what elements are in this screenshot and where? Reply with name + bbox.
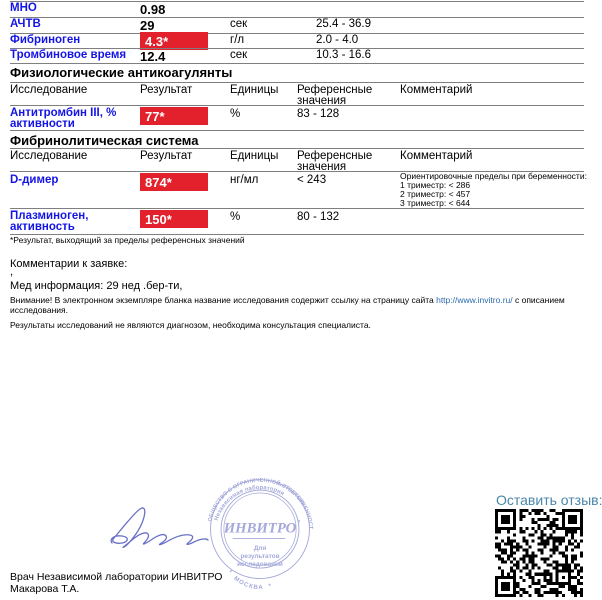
svg-text:Независимая лаборатория: Независимая лаборатория bbox=[214, 484, 286, 521]
svg-text:Для: Для bbox=[254, 545, 267, 552]
svg-text:исследований: исследований bbox=[237, 560, 283, 568]
svg-text:результатов: результатов bbox=[240, 553, 279, 560]
svg-text:’: ’ bbox=[298, 518, 300, 528]
svg-text:* МОСКВА *: * МОСКВА * bbox=[226, 569, 273, 589]
svg-text:ИНВИТРО: ИНВИТРО bbox=[223, 520, 297, 536]
